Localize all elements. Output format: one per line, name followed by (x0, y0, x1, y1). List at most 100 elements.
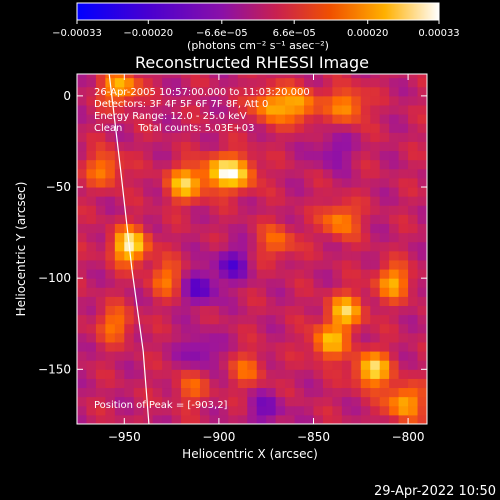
heatmap-cell (162, 305, 173, 316)
heatmap-cell (237, 323, 248, 334)
heatmap-cell (143, 150, 154, 161)
heatmap-cell (190, 187, 201, 197)
heatmap-cell (143, 196, 154, 206)
heatmap-cell (322, 187, 333, 197)
heatmap-cell (294, 405, 305, 416)
heatmap-cell (181, 104, 192, 115)
heatmap-cell (237, 86, 248, 97)
heatmap-cell (294, 187, 305, 197)
heatmap-cell (256, 205, 267, 215)
heatmap-cell (190, 296, 201, 307)
heatmap-cell (294, 314, 305, 325)
heatmap-cell (209, 159, 220, 170)
heatmap-cell (237, 177, 248, 188)
heatmap-cell (143, 132, 154, 142)
heatmap-cell (275, 205, 286, 215)
heatmap-cell (266, 323, 277, 334)
heatmap-cell (95, 396, 106, 407)
heatmap-cell (408, 232, 419, 243)
heatmap-cell (341, 341, 352, 352)
heatmap-cell (351, 150, 362, 161)
heatmap-cell (341, 168, 352, 179)
heatmap-cell (171, 305, 182, 316)
heatmap-cell (228, 232, 239, 243)
heatmap-cell (332, 104, 343, 115)
heatmap-cell (322, 414, 333, 424)
heatmap-cell (360, 278, 371, 288)
heatmap-cell (408, 205, 419, 215)
heatmap-cell (124, 123, 135, 133)
heatmap-cell (360, 86, 371, 97)
heatmap-cell (285, 223, 296, 234)
heatmap-cell (379, 177, 390, 188)
heatmap-cell (237, 278, 248, 288)
heatmap-cell (218, 114, 229, 124)
heatmap-cell (77, 95, 87, 106)
heatmap-cell (351, 205, 362, 215)
heatmap-cell (379, 187, 390, 197)
heatmap-cell (332, 241, 343, 252)
heatmap-cell (105, 369, 116, 379)
heatmap-cell (237, 95, 248, 106)
heatmap-cell (162, 405, 173, 416)
heatmap-cell (370, 369, 381, 379)
heatmap-cell (351, 95, 362, 106)
solar-limb-line (108, 74, 150, 424)
heatmap-cell (266, 369, 277, 379)
heatmap-cell (228, 378, 239, 389)
heatmap-cell (294, 168, 305, 179)
heatmap-cell (228, 369, 239, 379)
heatmap-cell (209, 241, 220, 252)
heatmap-cell (143, 378, 154, 389)
heatmap-cell (322, 77, 333, 88)
heatmap-cell (398, 114, 409, 124)
heatmap-cell (379, 104, 390, 115)
heatmap-cell (256, 104, 267, 115)
heatmap-cell (133, 351, 144, 361)
heatmap-cell (408, 104, 419, 115)
heatmap-cell (95, 259, 106, 270)
heatmap-cell (209, 232, 220, 243)
heatmap-cell (95, 196, 106, 206)
heatmap-cell (171, 159, 182, 170)
heatmap-cell (322, 104, 333, 115)
heatmap-cell (256, 141, 267, 152)
heatmap-cell (275, 168, 286, 179)
heatmap-cell (417, 232, 427, 243)
heatmap-cell (209, 259, 220, 270)
heatmap-cell (360, 214, 371, 224)
heatmap-cell (379, 74, 390, 79)
heatmap-cell (285, 214, 296, 224)
heatmap-cell (398, 314, 409, 325)
heatmap-cell (143, 223, 154, 234)
heatmap-cell (360, 159, 371, 170)
heatmap-cell (304, 168, 314, 179)
heatmap-cell (332, 232, 343, 243)
heatmap-cell (408, 196, 419, 206)
heatmap-cell (417, 305, 427, 316)
heatmap-cell (398, 287, 409, 297)
heatmap-cell (237, 314, 248, 325)
heatmap-cell (237, 123, 248, 133)
heatmap-cell (247, 405, 258, 416)
heatmap-cell (341, 114, 352, 124)
heatmap-cell (199, 396, 210, 407)
heatmap-cell (313, 332, 324, 343)
heatmap-cell (275, 351, 286, 361)
heatmap-cell (181, 405, 192, 416)
heatmap-cell (77, 341, 87, 352)
heatmap-cell (162, 95, 173, 106)
heatmap-cell (322, 150, 333, 161)
heatmap-cell (218, 278, 229, 288)
heatmap-cell (124, 414, 135, 424)
heatmap-cell (294, 104, 305, 115)
heatmap-cell (304, 351, 314, 361)
heatmap-cell (341, 259, 352, 270)
heatmap-cell (370, 314, 381, 325)
colorbar-tick-label: −0.00033 (52, 28, 102, 39)
heatmap-cell (105, 314, 116, 325)
heatmap-cell (370, 104, 381, 115)
heatmap-cell (266, 378, 277, 389)
heatmap-cell (86, 123, 97, 133)
heatmap-cell (105, 341, 116, 352)
